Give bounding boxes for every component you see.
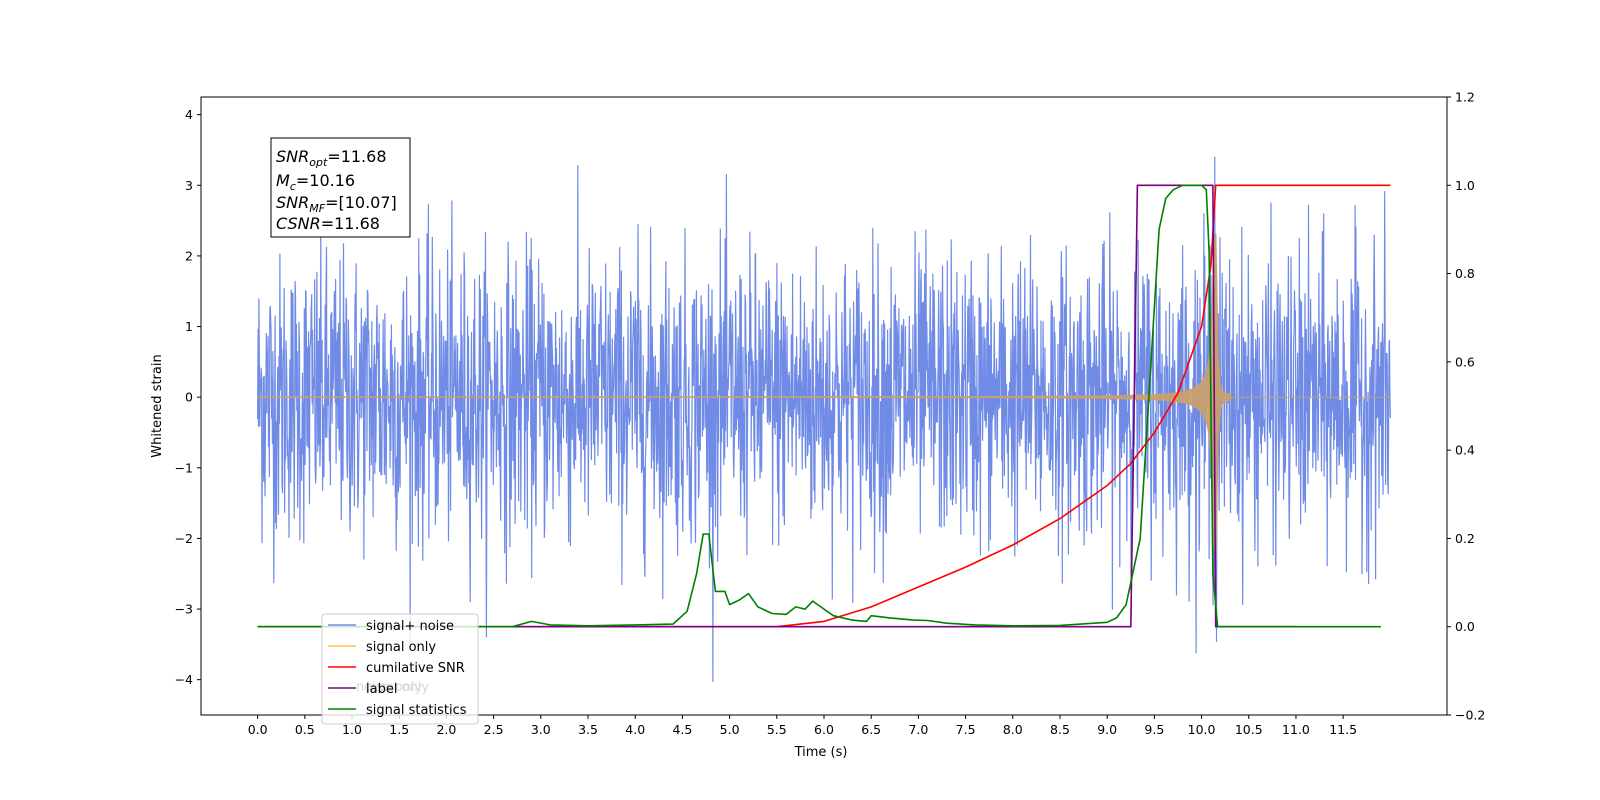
x-tick-label: 4.0	[625, 722, 645, 737]
x-tick-label: 11.0	[1282, 722, 1310, 737]
x-tick-label: 2.0	[436, 722, 456, 737]
x-axis-label: Time (s)	[794, 745, 848, 760]
x-tick-label: 0.0	[248, 722, 268, 737]
signal-statistics-line	[257, 184, 1381, 628]
x-tick-label: 7.0	[908, 722, 928, 737]
right-y-tick-label: 0.2	[1455, 531, 1475, 546]
series-signal-only	[257, 233, 1391, 561]
legend-label-cumulative-snr: cumilative SNR	[366, 661, 465, 676]
left-y-tick-label: 0	[185, 390, 193, 405]
x-tick-label: 10.5	[1235, 722, 1263, 737]
annotation-frame	[270, 137, 411, 238]
annotation-snr-opt: SNRopt=11.68	[276, 147, 387, 169]
series-cumulative-snr	[257, 184, 1391, 628]
annotation-mc: Mc=10.16	[276, 171, 355, 193]
x-tick-label: 9.5	[1144, 722, 1164, 737]
x-tick-label: 6.0	[814, 722, 834, 737]
left-y-tick-label: −2	[175, 531, 193, 546]
right-y-axis-ticks: −0.2 0.0 0.2 0.4 0.6 0.8 1.0 1.2	[1447, 90, 1485, 723]
left-y-tick-label: −1	[175, 460, 193, 475]
right-y-tick-label: 1.0	[1455, 178, 1475, 193]
x-tick-label: 2.5	[484, 722, 504, 737]
annotation-box: SNRopt=11.68 Mc=10.16 SNRMF=[10.07] CSNR…	[270, 137, 411, 238]
annotation-snr-mf-value: =[10.07]	[325, 193, 397, 212]
series-signal-statistics	[257, 184, 1381, 628]
x-tick-label: 8.0	[1003, 722, 1023, 737]
left-y-tick-label: −3	[175, 602, 193, 617]
left-y-tick-label: 3	[185, 178, 193, 193]
right-y-tick-label: 0.6	[1455, 354, 1475, 369]
left-y-tick-label: 1	[185, 319, 193, 334]
x-tick-label: 7.5	[956, 722, 976, 737]
left-y-tick-label: −4	[175, 672, 193, 687]
x-tick-label: 5.5	[767, 722, 787, 737]
x-tick-label: 1.0	[342, 722, 362, 737]
x-tick-label: 1.5	[389, 722, 409, 737]
signal-only-envelope	[257, 233, 1391, 561]
x-tick-label: 3.0	[531, 722, 551, 737]
legend-label-signal-statistics: signal statistics	[366, 703, 467, 718]
right-y-tick-label: −0.2	[1455, 708, 1485, 723]
series-signal-plus-noise	[257, 156, 1391, 683]
legend-ghost-noise-only: noise only	[356, 680, 423, 695]
legend-label-signal-plus-noise: signal+ noise	[366, 619, 454, 634]
x-tick-label: 11.5	[1329, 722, 1357, 737]
right-y-tick-label: 1.2	[1455, 90, 1475, 105]
legend-frame	[321, 613, 479, 725]
x-tick-label: 4.5	[672, 722, 692, 737]
annotation-mc-value: =10.16	[296, 171, 355, 190]
annotation-snr-opt-value: =11.68	[327, 147, 386, 166]
left-y-axis-ticks: −4 −3 −2 −1 0 1 2 3 4	[175, 107, 201, 687]
left-y-tick-label: 4	[185, 107, 193, 122]
x-tick-label: 10.0	[1188, 722, 1216, 737]
legend-label-signal-only: signal only	[366, 640, 436, 655]
legend-ghost-label-only: label only	[366, 680, 429, 695]
x-tick-label: 8.5	[1050, 722, 1070, 737]
annotation-csnr: CSNR=11.68	[276, 214, 380, 233]
legend: noise only label only signal+ noise sign…	[321, 613, 479, 725]
x-tick-label: 5.0	[720, 722, 740, 737]
annotation-snr-mf: SNRMF=[10.07]	[276, 193, 397, 215]
right-y-tick-label: 0.8	[1455, 266, 1475, 281]
x-tick-label: 6.5	[861, 722, 881, 737]
signal-plus-noise-line	[257, 156, 1391, 683]
x-tick-label: 9.0	[1097, 722, 1117, 737]
cumulative-snr-line	[257, 184, 1391, 628]
x-tick-label: 0.5	[295, 722, 315, 737]
legend-label-label: label	[366, 682, 397, 697]
right-y-tick-label: 0.0	[1455, 619, 1475, 634]
y-axis-label: Whitened strain	[150, 354, 165, 457]
x-axis-ticks: 0.0 0.5 1.0 1.5 2.0 2.5 3.0 3.5 4.0 4.5 5.0 5.5 6.0 6…	[248, 715, 1357, 737]
x-tick-label: 3.5	[578, 722, 598, 737]
right-y-tick-label: 0.4	[1455, 443, 1475, 458]
annotation-csnr-value: =11.68	[321, 214, 380, 233]
left-y-tick-label: 2	[185, 248, 193, 263]
